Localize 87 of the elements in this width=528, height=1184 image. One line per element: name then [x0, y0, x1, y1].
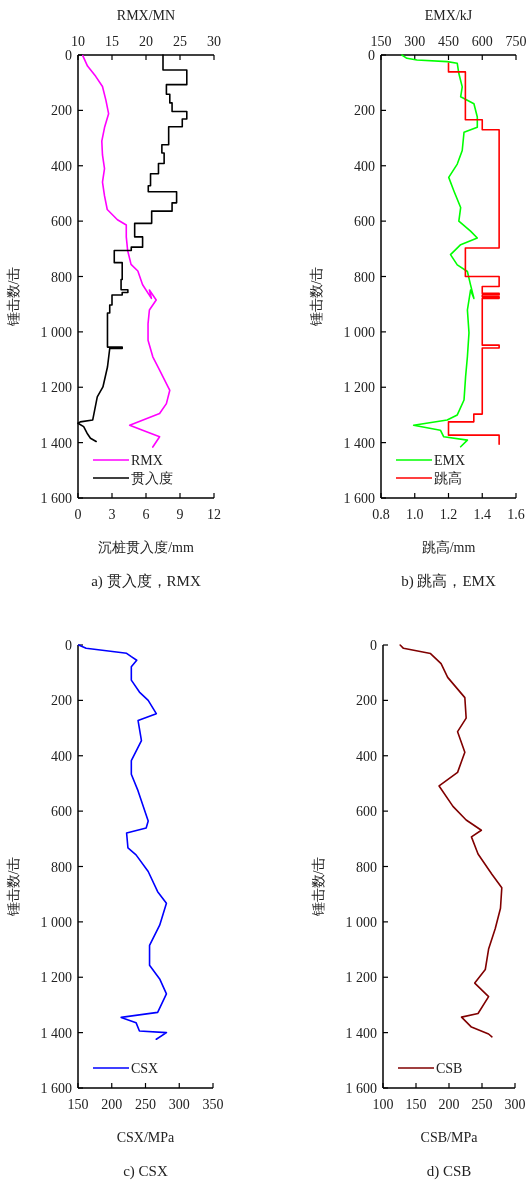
y-tick-label: 1 200 — [343, 380, 375, 396]
x2-tick-label: 10 — [71, 34, 85, 49]
text: b) 跳高，EMX — [401, 573, 496, 590]
x-tick-label: 1.4 — [473, 507, 491, 522]
y-tick-label: 1 400 — [343, 435, 375, 451]
y-tick-label: 400 — [51, 748, 72, 764]
x-tick-label: 250 — [471, 1097, 493, 1112]
y-tick-label: 800 — [51, 269, 72, 285]
x2-tick-label: 15 — [105, 34, 119, 49]
y-tick-label: 800 — [356, 859, 377, 875]
x-axis-title: 沉桩贯入度/mm — [98, 540, 194, 555]
y-tick-label: 600 — [354, 214, 375, 230]
legend: CSB — [397, 1061, 463, 1076]
y-tick-label: 400 — [354, 158, 375, 174]
y-tick-label: 400 — [51, 158, 72, 174]
y-tick-label: 1 200 — [40, 970, 72, 986]
x2-tick-label: 25 — [173, 34, 187, 49]
x2-tick-label: 150 — [370, 34, 392, 49]
y-axis-title: 锤击数/击 — [311, 856, 326, 918]
y-tick-label: 0 — [370, 638, 377, 653]
x-tick-label: 150 — [405, 1097, 427, 1112]
text: a) 贯入度，RMX — [91, 573, 201, 590]
x-axis-title: CSX/MPa — [116, 1130, 176, 1145]
x-tick-label: 1.6 — [507, 507, 525, 522]
x-tick-label: 1.2 — [439, 507, 458, 522]
legend-label: 跳高 — [434, 471, 462, 486]
y-tick-label: 200 — [356, 693, 377, 709]
legend-label: CSX — [131, 1061, 159, 1076]
x-tick-label: 200 — [101, 1097, 123, 1112]
x-tick-label: 1.0 — [406, 507, 424, 522]
x-tick-label: 200 — [438, 1097, 460, 1112]
y-tick-label: 1 400 — [40, 1025, 72, 1041]
x2-tick-label: 450 — [438, 34, 459, 49]
x-tick-label: 300 — [168, 1097, 190, 1112]
y-axis-title: 锤击数/击 — [309, 266, 324, 328]
y-tick-label: 200 — [51, 693, 72, 709]
legend-label: EMX — [434, 453, 466, 468]
y-tick-label: 1 400 — [345, 1025, 377, 1041]
x-tick-label: 150 — [67, 1097, 89, 1112]
text: d) CSB — [426, 1163, 472, 1180]
y-axis-title: 锤击数/击 — [6, 266, 21, 328]
x-tick-label: 0.8 — [372, 507, 390, 522]
legend-label: CSB — [436, 1061, 463, 1076]
x2-tick-label: 20 — [139, 34, 153, 49]
x-tick-label: 350 — [202, 1097, 224, 1112]
x2-axis-title: EMX/kJ — [424, 8, 473, 23]
x2-tick-label: 30 — [207, 34, 221, 49]
y-tick-label: 600 — [51, 804, 72, 820]
y-axis-title: 锤击数/击 — [6, 856, 21, 918]
y-tick-label: 0 — [65, 638, 72, 653]
x-axis-title: CSB/MPa — [420, 1130, 479, 1145]
x-tick-label: 3 — [108, 507, 116, 522]
y-tick-label: 1 200 — [345, 970, 377, 986]
y-tick-label: 400 — [356, 748, 377, 764]
y-tick-label: 800 — [354, 269, 375, 285]
y-tick-label: 1 000 — [40, 914, 72, 930]
x-tick-label: 6 — [142, 507, 150, 522]
y-tick-label: 1 000 — [40, 324, 72, 340]
x2-tick-label: 600 — [471, 34, 493, 49]
y-tick-label: 600 — [51, 214, 72, 230]
x-tick-label: 12 — [207, 507, 221, 522]
legend-label: RMX — [131, 453, 163, 468]
y-tick-label: 0 — [65, 48, 72, 63]
y-tick-label: 0 — [368, 48, 375, 63]
y-tick-label: 200 — [51, 103, 72, 119]
x2-axis-title: RMX/MN — [116, 8, 176, 23]
y-tick-label: 200 — [354, 103, 375, 119]
legend: CSX — [92, 1061, 159, 1076]
y-tick-label: 1 600 — [40, 491, 72, 506]
y-tick-label: 1 400 — [40, 435, 72, 451]
x-tick-label: 300 — [504, 1097, 526, 1112]
x2-tick-label: 300 — [404, 34, 426, 49]
x-tick-label: 100 — [372, 1097, 394, 1112]
x-tick-label: 250 — [135, 1097, 156, 1112]
y-tick-label: 1 600 — [345, 1081, 377, 1096]
text: c) CSX — [123, 1163, 168, 1180]
y-tick-label: 1 000 — [345, 914, 377, 930]
x2-tick-label: 750 — [505, 34, 527, 49]
legend-label: 贯入度 — [131, 471, 173, 486]
y-tick-label: 1 600 — [40, 1081, 72, 1096]
y-tick-label: 1 600 — [343, 491, 375, 506]
y-tick-label: 1 000 — [343, 324, 375, 340]
x-axis-title: 跳高/mm — [421, 540, 476, 555]
y-tick-label: 600 — [356, 804, 377, 820]
y-tick-label: 800 — [51, 859, 72, 875]
y-tick-label: 1 200 — [40, 380, 72, 396]
x-tick-label: 9 — [176, 507, 184, 522]
